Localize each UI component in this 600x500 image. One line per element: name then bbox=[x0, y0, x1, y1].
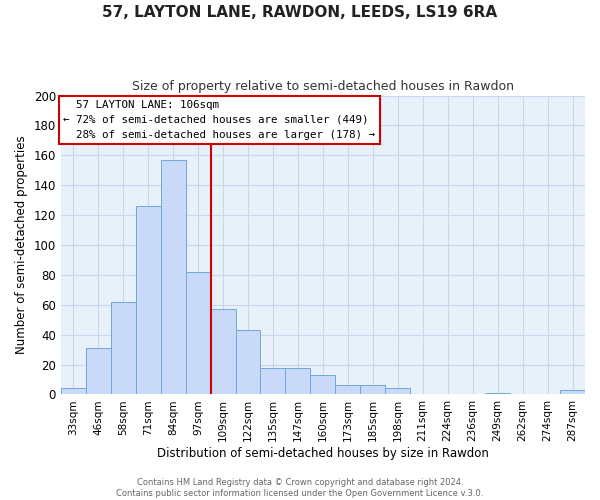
Bar bbox=[236, 330, 260, 394]
Title: Size of property relative to semi-detached houses in Rawdon: Size of property relative to semi-detach… bbox=[132, 80, 514, 93]
Text: Contains HM Land Registry data © Crown copyright and database right 2024.
Contai: Contains HM Land Registry data © Crown c… bbox=[116, 478, 484, 498]
Bar bbox=[136, 206, 161, 394]
Bar bbox=[560, 390, 585, 394]
Bar bbox=[260, 368, 286, 394]
Bar bbox=[111, 302, 136, 394]
Bar bbox=[361, 386, 385, 394]
Bar bbox=[485, 393, 510, 394]
Bar bbox=[335, 386, 361, 394]
Bar bbox=[86, 348, 111, 395]
Bar bbox=[61, 388, 86, 394]
Bar bbox=[385, 388, 410, 394]
X-axis label: Distribution of semi-detached houses by size in Rawdon: Distribution of semi-detached houses by … bbox=[157, 447, 489, 460]
Bar bbox=[161, 160, 185, 394]
Text: 57 LAYTON LANE: 106sqm
← 72% of semi-detached houses are smaller (449)
  28% of : 57 LAYTON LANE: 106sqm ← 72% of semi-det… bbox=[64, 100, 376, 140]
Bar bbox=[211, 310, 236, 394]
Bar bbox=[286, 368, 310, 394]
Bar bbox=[185, 272, 211, 394]
Text: 57, LAYTON LANE, RAWDON, LEEDS, LS19 6RA: 57, LAYTON LANE, RAWDON, LEEDS, LS19 6RA bbox=[103, 5, 497, 20]
Bar bbox=[310, 375, 335, 394]
Y-axis label: Number of semi-detached properties: Number of semi-detached properties bbox=[15, 136, 28, 354]
